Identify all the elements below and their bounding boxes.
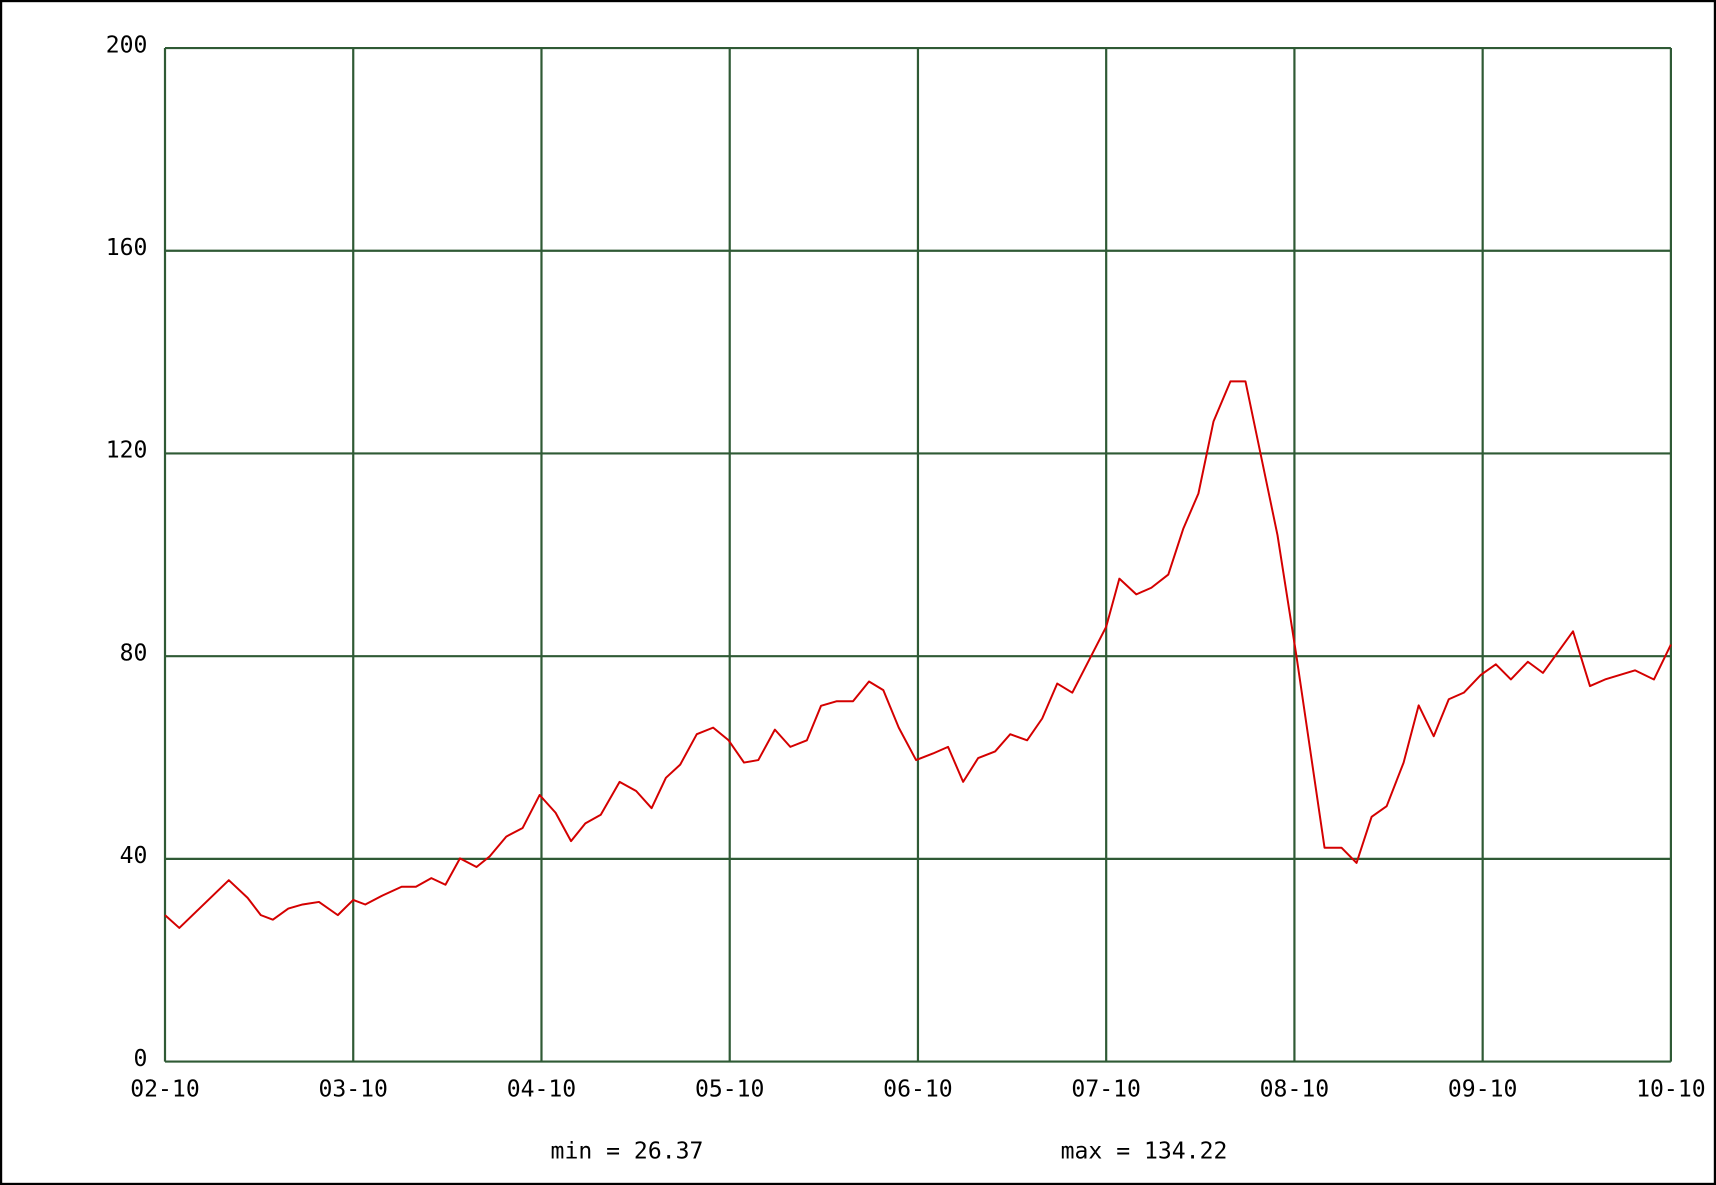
x-tick-label: 04-10 xyxy=(507,1077,576,1103)
x-tick-label: 03-10 xyxy=(318,1077,387,1103)
annotation: max = 134.22 xyxy=(1061,1139,1228,1165)
y-tick-label: 40 xyxy=(120,843,148,869)
y-tick-label: 200 xyxy=(106,32,148,58)
y-tick-label: 80 xyxy=(120,641,148,667)
data-line xyxy=(164,380,1672,929)
y-tick-label: 120 xyxy=(106,438,148,464)
y-tick-label: 0 xyxy=(133,1046,147,1072)
x-tick-label: 02-10 xyxy=(130,1077,199,1103)
x-tick-label: 08-10 xyxy=(1260,1077,1329,1103)
x-tick-label: 09-10 xyxy=(1448,1077,1517,1103)
x-tick-label: 06-10 xyxy=(883,1077,952,1103)
x-tick-label: 07-10 xyxy=(1071,1077,1140,1103)
annotation: min = 26.37 xyxy=(551,1139,704,1165)
x-tick-label: 05-10 xyxy=(695,1077,764,1103)
x-tick-label: 10-10 xyxy=(1636,1077,1705,1103)
y-tick-label: 160 xyxy=(106,235,148,261)
